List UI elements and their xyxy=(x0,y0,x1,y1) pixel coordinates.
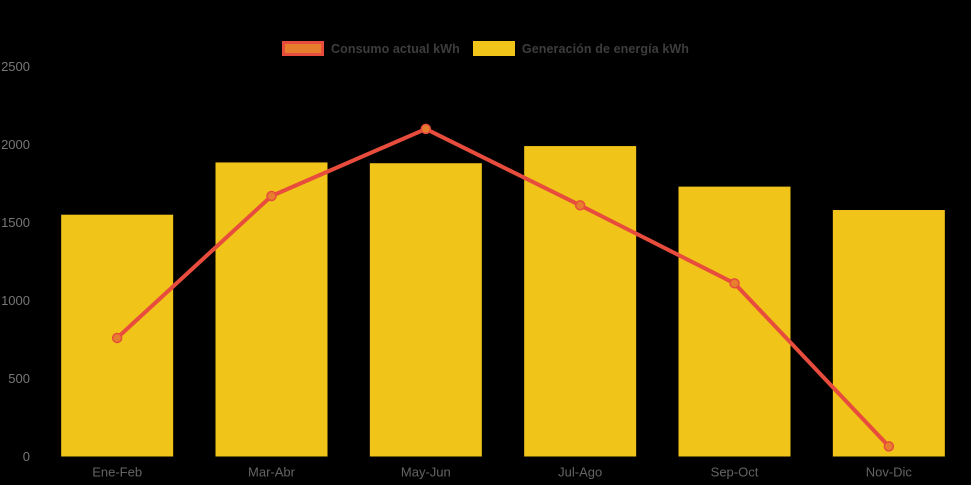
legend-swatch-consumo-icon xyxy=(281,41,324,56)
point-Mar-Abr[interactable] xyxy=(266,190,277,202)
legend-label-generacion: Generación de energía kWh xyxy=(521,41,690,56)
bar-Jul-Ago[interactable] xyxy=(524,146,637,457)
y-axis-tick-label: 1000 xyxy=(1,293,30,308)
x-axis-tick-label: Ene-Feb xyxy=(92,465,142,480)
bar-Mar-Abr[interactable] xyxy=(215,162,328,457)
y-axis-tick-label: 0 xyxy=(23,449,30,464)
y-axis-tick-label: 2000 xyxy=(1,137,30,152)
consumo-line xyxy=(115,126,891,449)
y-axis-tick-label: 1500 xyxy=(1,215,30,230)
legend-label-consumo: Consumo actual kWh xyxy=(330,41,460,56)
x-axis-tick-label: Nov-Dic xyxy=(866,465,913,480)
x-axis-tick-label: May-Jun xyxy=(401,465,451,480)
point-Ene-Feb[interactable] xyxy=(111,332,123,344)
point-Jul-Ago[interactable] xyxy=(574,200,586,211)
bar-Nov-Dic[interactable] xyxy=(832,210,945,457)
y-axis-tick-label: 2500 xyxy=(1,59,30,74)
chart-legend: Consumo actual kWh Generación de energía… xyxy=(0,41,971,56)
x-axis-tick-label: Jul-Ago xyxy=(558,465,602,480)
y-axis-tick-label: 500 xyxy=(8,371,30,386)
legend-item-consumo-actual[interactable]: Consumo actual kWh xyxy=(281,41,460,56)
bar-May-Jun[interactable] xyxy=(369,163,482,457)
legend-item-generacion-energia[interactable]: Generación de energía kWh xyxy=(472,41,690,56)
x-axis-tick-label: Sep-Oct xyxy=(711,465,759,480)
point-May-Jun[interactable] xyxy=(420,123,432,135)
legend-swatch-generacion-icon xyxy=(472,41,515,56)
bar-Sep-Oct[interactable] xyxy=(678,186,791,457)
point-Nov-Dic[interactable] xyxy=(883,441,895,452)
x-axis-tick-label: Mar-Abr xyxy=(248,465,296,480)
point-Sep-Oct[interactable] xyxy=(729,278,740,289)
